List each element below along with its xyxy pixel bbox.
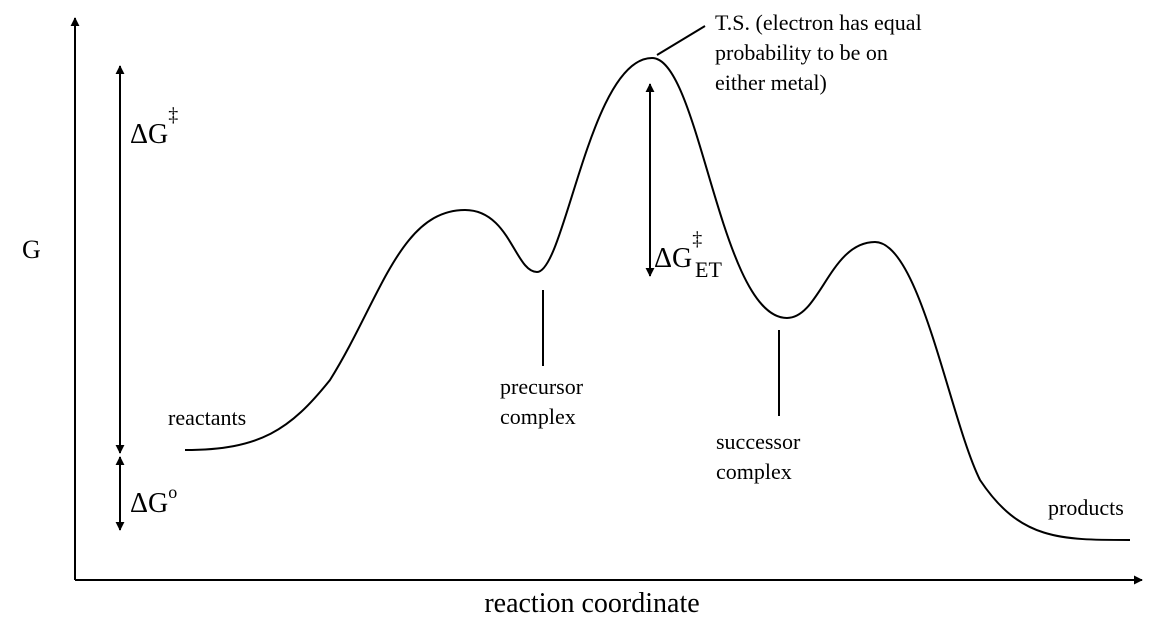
label-sup: ‡ — [692, 228, 702, 250]
successor-label: successor complex — [716, 429, 801, 484]
label-sub: ET — [695, 257, 722, 282]
label-line: precursor — [500, 374, 584, 399]
y-axis-label: G — [22, 235, 41, 264]
label-sup: ‡ — [168, 104, 178, 126]
label-line: either metal) — [715, 70, 827, 95]
standard-label: ΔGo — [130, 482, 177, 519]
ts-label: T.S. (electron has equal probability to b… — [715, 10, 922, 95]
reactants-label: reactants — [168, 405, 246, 430]
label-base: ΔG — [654, 243, 692, 274]
ts-line — [656, 25, 706, 56]
label-line: probability to be on — [715, 40, 888, 65]
et-label: ΔG‡ ET — [654, 228, 722, 282]
label-base: ΔG — [130, 488, 168, 519]
precursor-label: precursor complex — [500, 374, 584, 429]
activation-label: ΔG‡ — [130, 104, 178, 150]
products-label: products — [1048, 495, 1124, 520]
energy-curve — [184, 56, 1131, 541]
label-base: ΔG — [130, 119, 168, 150]
label-line: complex — [716, 459, 792, 484]
label-line: complex — [500, 404, 576, 429]
label-line: T.S. (electron has equal — [715, 10, 922, 35]
x-axis-label: reaction coordinate — [484, 588, 699, 619]
label-sup: o — [168, 482, 177, 502]
label-line: successor — [716, 429, 801, 454]
